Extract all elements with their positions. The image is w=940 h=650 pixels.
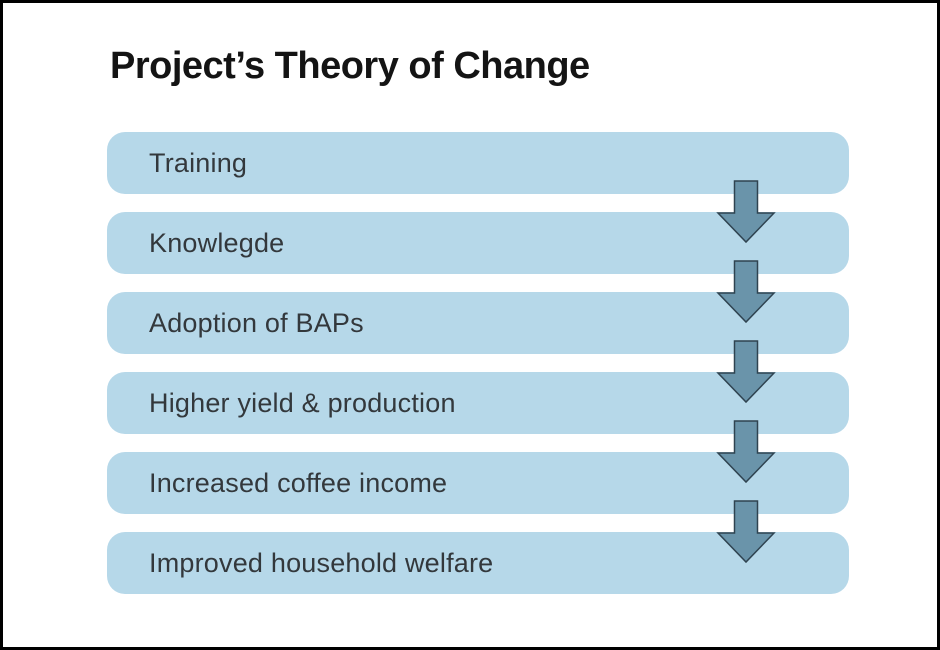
step-label: Improved household welfare (149, 547, 494, 578)
down-arrow-icon (716, 180, 776, 244)
down-arrow-icon (716, 340, 776, 404)
step-label: Higher yield & production (149, 387, 456, 418)
step-higher-yield-production: Higher yield & production (107, 372, 849, 434)
step-label: Training (149, 147, 248, 178)
down-arrow-icon (716, 260, 776, 324)
down-arrow-icon (716, 420, 776, 484)
step-label: Increased coffee income (149, 467, 448, 498)
step-training: Training (107, 132, 849, 194)
theory-of-change-flow: Training Knowlegde Adoption of BAPs High… (107, 132, 849, 594)
down-arrow-icon (716, 500, 776, 564)
step-increased-coffee-income: Increased coffee income (107, 452, 849, 514)
step-improved-household-welfare: Improved household welfare (107, 532, 849, 594)
page-title: Project’s Theory of Change (110, 45, 590, 87)
step-label: Adoption of BAPs (149, 307, 364, 338)
step-label: Knowlegde (149, 227, 285, 258)
step-adoption-of-baps: Adoption of BAPs (107, 292, 849, 354)
step-knowledge: Knowlegde (107, 212, 849, 274)
